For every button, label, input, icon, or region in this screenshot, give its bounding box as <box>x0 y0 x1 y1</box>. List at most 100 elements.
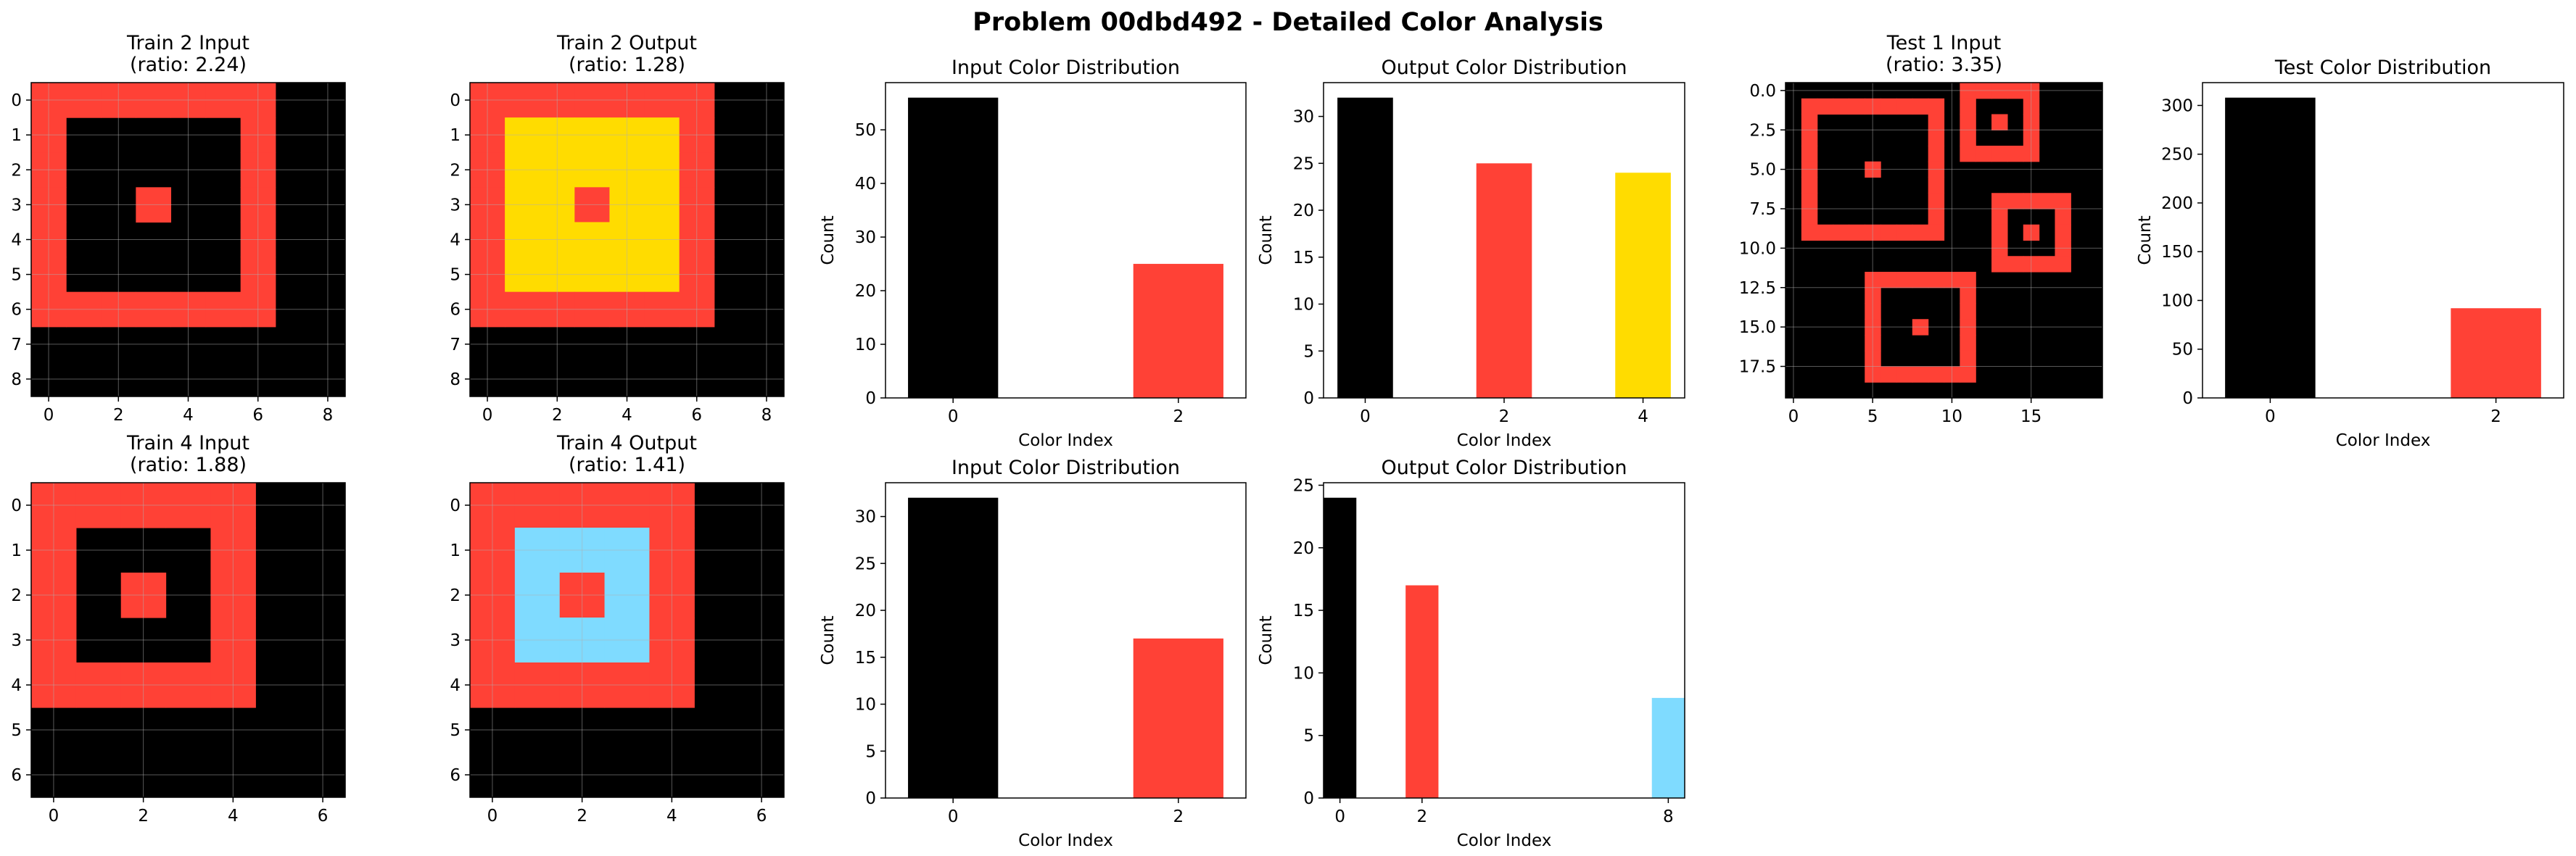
heatmap-cell <box>1817 98 1834 115</box>
heatmap-cell <box>1928 366 1945 383</box>
x-tick-label: 2 <box>552 406 563 425</box>
x-tick-label: 2 <box>2490 407 2501 426</box>
bar-color-2 <box>1476 163 1532 398</box>
bar-color-0 <box>908 497 999 798</box>
panel-title: Train 2 Output <box>556 32 697 54</box>
y-tick-label: 8 <box>11 370 22 389</box>
x-tick-label: 5 <box>1867 407 1878 426</box>
y-tick-label: 30 <box>855 228 876 247</box>
bar-color-8 <box>1651 697 1685 798</box>
axes-frame <box>1323 482 1685 799</box>
panel-title: Train 4 Input <box>126 432 249 454</box>
y-tick-label: 5 <box>11 266 22 285</box>
bar-color-0 <box>2225 97 2316 398</box>
bar-color-4 <box>1615 173 1671 399</box>
y-tick-label: 3 <box>450 196 461 215</box>
y-tick-label: 10 <box>855 696 876 715</box>
axes-frame <box>1323 82 1685 399</box>
x-tick-label: 2 <box>1499 407 1510 426</box>
x-tick-label: 2 <box>577 807 587 826</box>
x-tick-label: 0 <box>482 406 493 425</box>
heatmap-cell <box>1928 146 1945 162</box>
bar-chart-train4-output-dist: Output Color Distribution 0 2 8 0 5 10 15 20 25 Co… <box>1257 457 1685 850</box>
gridlines <box>1786 83 2102 398</box>
heatmap-cell <box>2007 193 2024 209</box>
x-tick-label: 4 <box>1638 407 1648 426</box>
y-tick-label: 30 <box>1293 108 1314 127</box>
x-tick-label: 0 <box>487 807 498 826</box>
y-tick-label: 2.5 <box>1749 121 1776 140</box>
heatmap-cell <box>1928 114 1945 130</box>
y-tick-label: 6 <box>11 301 22 320</box>
y-tick-label: 7 <box>11 336 22 354</box>
y-tick-label: 12.5 <box>1739 279 1776 298</box>
y-tick-label: 2 <box>11 586 22 605</box>
y-tick-label: 8 <box>450 370 461 389</box>
heatmap-cell <box>1960 272 1976 288</box>
y-tick-label: 0 <box>450 91 461 110</box>
heatmap-cell <box>1896 366 1913 383</box>
heatmap-cell <box>1991 256 2008 273</box>
axes-frame <box>469 82 785 397</box>
heatmap-cell <box>1991 193 2008 209</box>
y-tick-label: 0 <box>2182 389 2193 408</box>
heatmap-cell <box>1801 114 1818 130</box>
x-tick-label: 0 <box>44 406 54 425</box>
y-tick-label: 50 <box>2172 341 2193 360</box>
y-tick-label: 2 <box>450 161 461 180</box>
y-tick-label: 1 <box>450 541 461 560</box>
y-axis-label: Count <box>819 215 838 265</box>
x-axis-label: Color Index <box>1018 431 1113 450</box>
x-tick-label: 0 <box>948 407 959 426</box>
y-tick-label: 17.5 <box>1739 358 1776 377</box>
bar-color-0 <box>908 97 999 398</box>
axes-frame <box>30 82 346 397</box>
heatmap-cell <box>1896 98 1913 115</box>
heatmap-cell <box>1960 287 1976 304</box>
heatmap-cell <box>2007 146 2024 162</box>
heatmap-cell <box>1801 98 1818 115</box>
heatmap-cell <box>1801 209 1818 225</box>
heatmap-cell <box>1881 224 1897 241</box>
y-tick-label: 10 <box>1293 296 1314 315</box>
y-tick-label: 200 <box>2161 194 2193 213</box>
y-tick-label: 10 <box>855 336 876 354</box>
y-tick-label: 4 <box>450 231 461 250</box>
y-tick-label: 5 <box>1303 342 1314 361</box>
y-tick-label: 0 <box>11 91 22 110</box>
y-tick-label: 300 <box>2161 96 2193 115</box>
y-tick-label: 0 <box>865 389 876 408</box>
heatmap-cell <box>1960 303 1976 320</box>
heatmap-train4-output: Train 4 Output(ratio: 1.41) 0 2 4 6 0 1 2 3 4 5 6 <box>450 432 785 826</box>
heatmap-cell <box>1912 366 1929 383</box>
heatmap-cell <box>1928 193 1945 209</box>
heatmap-cell <box>2055 193 2071 209</box>
y-axis-label: Count <box>819 615 838 665</box>
axes-frame <box>30 482 346 798</box>
x-axis-label: Color Index <box>1018 831 1113 850</box>
x-tick-label: 0 <box>49 807 59 826</box>
x-tick-label: 8 <box>1663 807 1674 826</box>
y-tick-label: 5 <box>11 721 22 740</box>
x-axis-label: Color Index <box>1457 431 1552 450</box>
panel-title: Input Color Distribution <box>951 457 1180 479</box>
heatmap-cell <box>1960 98 1976 115</box>
heatmap-cell <box>1960 114 1976 130</box>
y-tick-label: 2 <box>11 161 22 180</box>
heatmap-cell <box>2055 256 2071 273</box>
y-tick-label: 5 <box>450 721 461 740</box>
heatmap-test1-input: Test 1 Input(ratio: 3.35) 0 5 10 15 0.0 2.5 5.0… <box>1739 32 2103 426</box>
y-tick-label: 20 <box>855 282 876 301</box>
panel-subtitle: (ratio: 1.41) <box>569 454 685 476</box>
heatmap-cell <box>1928 272 1945 288</box>
x-tick-label: 4 <box>183 406 194 425</box>
y-tick-label: 6 <box>450 766 461 785</box>
y-tick-label: 0 <box>865 789 876 808</box>
heatmap-cell <box>1849 224 1865 241</box>
y-tick-label: 7 <box>450 336 461 354</box>
x-tick-label: 2 <box>1416 807 1427 826</box>
y-tick-label: 1 <box>450 126 461 145</box>
gridlines <box>31 483 345 797</box>
y-tick-label: 20 <box>855 602 876 620</box>
y-tick-label: 150 <box>2161 243 2193 262</box>
